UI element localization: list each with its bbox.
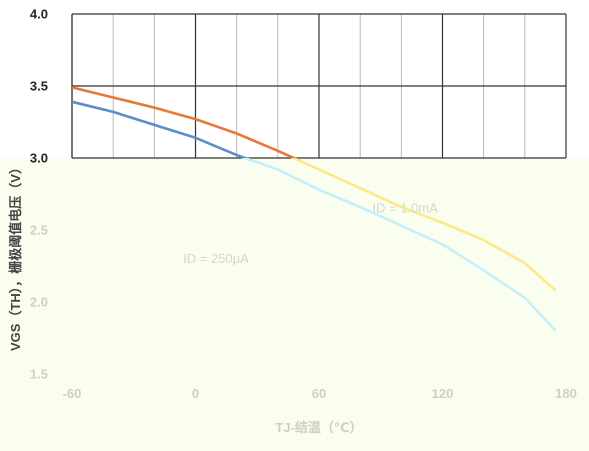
y-tick-label: 2.0 [30,295,48,310]
x-tick-label: -60 [63,386,82,401]
x-tick-label: 120 [432,386,454,401]
y-axis-label: VGS（TH），栅极阈值电压（V） [8,161,23,351]
grid [71,13,567,159]
y-tick-label: 1.5 [30,367,48,382]
x-tick-label: 0 [192,386,199,401]
tick-labels: 1.5 2.0 2.5 3.0 3.5 4.0 -60 0 60 120 180 [30,7,577,402]
x-axis-label: TJ-结温（℃） [275,420,362,435]
faded-overlay [0,158,589,451]
series-label-id-250ua: ID = 250μA [183,251,249,266]
y-tick-label: 3.5 [30,79,48,94]
x-tick-label: 180 [555,386,577,401]
y-tick-label: 2.5 [30,223,48,238]
series-label-id-1ma: ID = 1.0mA [373,201,439,216]
series-lines [71,86,557,332]
y-tick-label: 3.0 [30,151,48,166]
series-line-id-250ua-faded [241,158,557,332]
series-line-id-1ma [71,86,297,158]
x-tick-label: 60 [312,386,326,401]
series-line-id-1ma-faded [290,158,557,292]
y-tick-label: 4.0 [30,7,48,22]
series-line-id-250ua [71,100,249,158]
